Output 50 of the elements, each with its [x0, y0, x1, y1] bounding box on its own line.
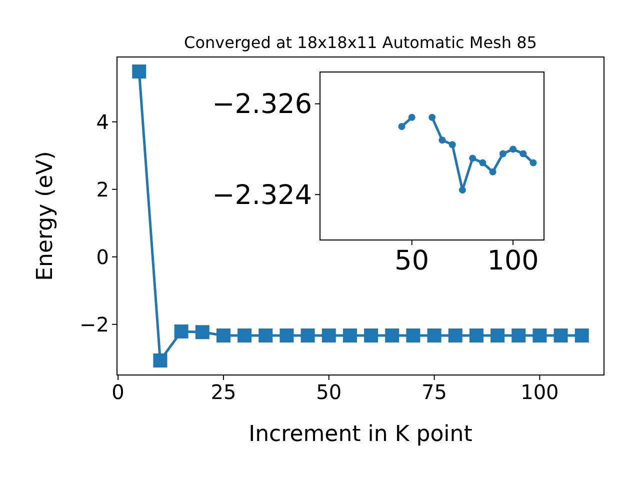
point: [490, 328, 505, 343]
point: [520, 150, 527, 158]
point: [342, 328, 357, 343]
point: [499, 150, 506, 158]
x-tick-label: 75: [422, 380, 448, 404]
x-tick-label: 100: [487, 246, 539, 277]
point: [238, 328, 252, 343]
point: [469, 328, 484, 343]
point: [364, 328, 378, 343]
point: [458, 186, 466, 194]
y-tick-label: 4: [96, 110, 109, 134]
point: [406, 328, 420, 343]
y-tick-label: −2.324: [212, 180, 312, 212]
point: [448, 328, 462, 343]
point: [408, 114, 416, 121]
point: [195, 325, 210, 340]
point: [216, 328, 230, 343]
x-tick-label: 0: [112, 380, 124, 404]
point: [385, 328, 400, 343]
point: [300, 328, 315, 343]
point: [174, 324, 188, 338]
x-tick-label: 50: [316, 380, 342, 404]
point: [448, 141, 456, 148]
point: [132, 64, 146, 79]
point: [532, 328, 547, 343]
point: [427, 328, 442, 343]
chart-title: Converged at 18x18x11 Automatic Mesh 85: [184, 33, 537, 52]
y-tick-label: 2: [96, 177, 109, 202]
point: [489, 168, 496, 176]
x-tick-label: 25: [210, 380, 236, 404]
y-tick-label: −2.326: [212, 89, 312, 120]
point: [574, 328, 589, 343]
point: [479, 159, 486, 166]
point: [554, 328, 568, 343]
point: [322, 328, 336, 343]
point: [258, 328, 273, 343]
point: [510, 146, 517, 153]
point: [398, 122, 406, 130]
x-tick-label: 50: [394, 246, 430, 277]
point: [438, 136, 446, 144]
point: [280, 328, 294, 343]
point: [153, 353, 168, 368]
x-axis-title: Increment in K point: [248, 422, 473, 447]
x-tick-label: 100: [520, 380, 559, 404]
y-axis-title: Energy (eV): [33, 151, 58, 281]
y-tick-label: −2: [80, 312, 109, 336]
point: [512, 328, 526, 343]
point: [530, 159, 537, 166]
point: [428, 114, 436, 121]
point: [469, 154, 476, 162]
